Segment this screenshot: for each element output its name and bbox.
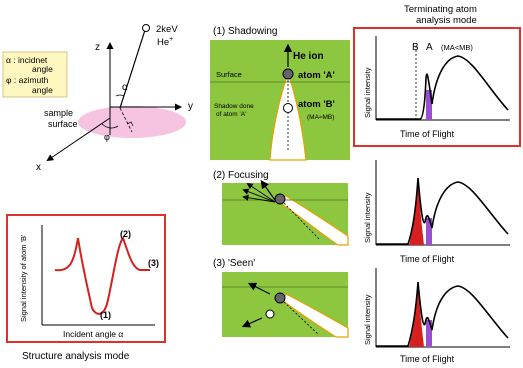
atom-a xyxy=(282,68,294,80)
focusing-ray-2 xyxy=(242,188,276,203)
structure-label-2: (2) xyxy=(120,229,131,239)
alpha-arc xyxy=(115,94,125,97)
projection-line xyxy=(119,107,133,133)
tof3-a-peak xyxy=(426,320,432,347)
tof-plot-3: Signal intensity Time of Flight xyxy=(363,268,510,364)
tof-header-1: Terminating atom xyxy=(404,4,477,15)
right-angle-mark xyxy=(126,121,134,127)
y-axis-label: y xyxy=(188,101,193,112)
structure-frame xyxy=(6,214,166,343)
legend-box xyxy=(2,51,68,98)
structure-curve xyxy=(54,236,150,315)
surface-label: Surface xyxy=(216,70,242,79)
focusing-atom-a xyxy=(274,193,286,205)
atom-a-label: atom 'A' xyxy=(298,70,335,81)
tof-plot-1: Signal intensity Time of Flight B A (MA<… xyxy=(353,27,521,147)
tof2-curve xyxy=(376,177,509,245)
alpha-symbol: α xyxy=(122,82,128,93)
mass-relation: (MA≈MB) xyxy=(307,114,334,121)
tof3-xlabel: Time of Flight xyxy=(400,354,455,364)
atom-b-label: atom 'B' xyxy=(298,99,335,110)
seen-cone xyxy=(281,293,349,338)
seen-arrow-2 xyxy=(241,317,263,328)
focusing-title: (2) Focusing xyxy=(213,170,269,181)
focusing-ray-3 xyxy=(242,194,276,203)
he-ion-label: He ion xyxy=(293,51,324,62)
beam-line xyxy=(119,29,146,109)
geometry-sketch: α : incidnet angle φ : azimuth angle sam… xyxy=(2,24,193,173)
tof2-xlabel: Time of Flight xyxy=(400,254,455,264)
legend-alpha: α : incidnet xyxy=(6,55,48,65)
tof-frame-1 xyxy=(353,27,521,147)
sample-surface-disc xyxy=(78,106,186,138)
beam-ion: He+ xyxy=(157,36,173,48)
focusing-axis xyxy=(283,202,321,241)
seen-atom-b xyxy=(265,309,275,319)
ion-icon xyxy=(142,24,150,32)
tof1-label-b: B xyxy=(412,42,419,53)
legend-alpha-2: angle xyxy=(32,64,53,74)
x-axis xyxy=(46,117,111,162)
legend-phi-2: angle xyxy=(32,85,53,95)
seen-atom-a xyxy=(274,292,286,304)
focusing-ray-1 xyxy=(246,183,276,203)
focusing-arrow-1 xyxy=(260,180,276,201)
focusing-cone xyxy=(274,195,349,246)
structure-analysis: Signal intensity of atom 'B' Incident an… xyxy=(6,214,166,362)
legend-phi: φ : azimuth xyxy=(6,75,49,85)
z-axis-label: z xyxy=(95,42,100,53)
structure-ylabel: Signal intensity of atom 'B' xyxy=(19,234,28,322)
tof2-ylabel: Signal intensity xyxy=(363,192,372,243)
structure-xlabel: Incident angle α xyxy=(63,329,123,339)
tof1-curve xyxy=(376,55,509,120)
surface-label: surface xyxy=(48,119,78,129)
tof-plot-2: Signal intensity Time of Flight xyxy=(363,160,510,264)
beam-energy: 2keV xyxy=(156,24,178,35)
tof1-mass-note: (MA<MB) xyxy=(441,43,473,52)
focusing-panel: (2) Focusing xyxy=(213,170,349,246)
x-axis-label: x xyxy=(36,162,41,173)
tof2-a-peak xyxy=(426,218,432,245)
sample-label: sample xyxy=(44,108,73,118)
tof3-curve xyxy=(376,281,509,347)
shadowing-panel: (1) Shadowing He ion Surface atom 'A' at… xyxy=(210,26,350,161)
tof-header-2: analysis mode xyxy=(416,15,477,26)
tof1-a-peak xyxy=(426,90,432,120)
tof1-ylabel: Signal intensity xyxy=(363,67,372,118)
tof3-b-peak xyxy=(409,282,424,347)
structure-label-3: (3) xyxy=(148,258,159,268)
seen-panel: (3) 'Seen' xyxy=(213,258,349,338)
tof1-label-a: A xyxy=(426,42,433,53)
atom-b xyxy=(283,103,293,113)
phi-arc xyxy=(101,123,119,129)
seen-title: (3) 'Seen' xyxy=(213,258,255,269)
phi-symbol: φ xyxy=(104,132,110,142)
tof1-xlabel: Time of Flight xyxy=(400,129,455,139)
structure-label-1: (1) xyxy=(100,310,111,320)
shadow-cone-label-2: of atom 'A' xyxy=(216,111,246,118)
shadow-cone-label-1: Shadow done xyxy=(214,103,254,110)
structure-caption: Structure analysis mode xyxy=(22,351,130,362)
seen-arrow-1 xyxy=(247,282,271,295)
shadowing-title: (1) Shadowing xyxy=(213,26,277,37)
tof3-ylabel: Signal intensity xyxy=(363,294,372,345)
